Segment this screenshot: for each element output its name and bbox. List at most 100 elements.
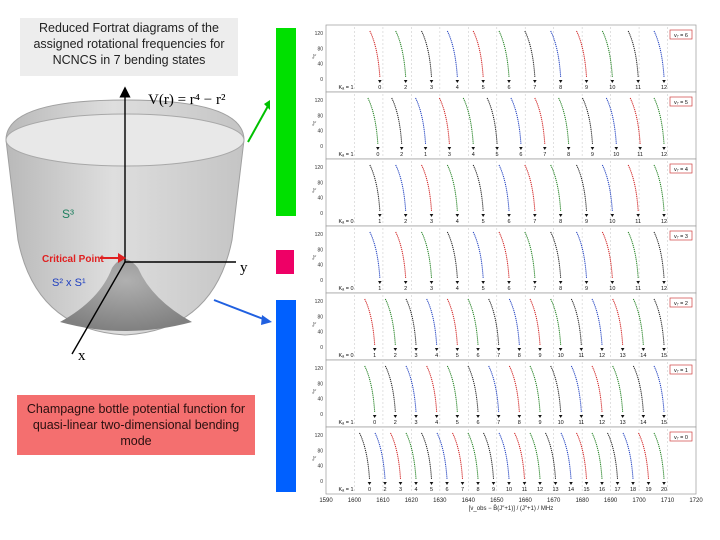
ka-series-line bbox=[446, 30, 458, 78]
ka-marker bbox=[610, 214, 615, 217]
ka-prefix-label: Kₐ = 0 bbox=[338, 219, 353, 225]
ka-marker bbox=[434, 348, 439, 351]
ka-series-line bbox=[560, 432, 572, 480]
ka-series-line bbox=[426, 365, 438, 413]
ka-marker bbox=[638, 147, 642, 150]
ka-marker bbox=[455, 80, 460, 83]
ka-label: 10 bbox=[609, 219, 615, 225]
green-pointer-arrow bbox=[247, 105, 269, 143]
ka-label: 3 bbox=[430, 85, 433, 91]
ka-marker bbox=[372, 348, 377, 351]
ka-series-line bbox=[462, 97, 474, 145]
ka-marker bbox=[662, 80, 666, 83]
ka-label: 3 bbox=[430, 286, 433, 292]
ka-series-line bbox=[653, 97, 665, 145]
ka-label: 10 bbox=[613, 152, 619, 158]
ka-marker bbox=[393, 348, 398, 351]
ka-label: 3 bbox=[399, 487, 402, 493]
y-tick-label: 0 bbox=[320, 345, 323, 351]
ka-label: 12 bbox=[661, 286, 667, 292]
ka-label: 16 bbox=[599, 487, 605, 493]
ka-label: 12 bbox=[661, 152, 667, 158]
ka-label: 11 bbox=[578, 420, 584, 426]
ka-series-line bbox=[364, 365, 376, 413]
ka-marker bbox=[383, 482, 387, 485]
ka-series-line bbox=[605, 97, 617, 145]
ka-label: 9 bbox=[538, 420, 541, 426]
ka-marker bbox=[542, 147, 547, 150]
j-axis-label: J″ bbox=[312, 457, 317, 463]
x-tick-label: 1720 bbox=[689, 498, 703, 504]
ka-series-line bbox=[627, 231, 639, 279]
ka-series-line bbox=[550, 298, 562, 346]
x-tick-label: 1630 bbox=[433, 498, 447, 504]
ka-label: 7 bbox=[543, 152, 546, 158]
state-legend-label: v₇ = 1 bbox=[674, 368, 688, 374]
ka-series-line bbox=[384, 298, 396, 346]
ka-series-line bbox=[426, 298, 438, 346]
ka-series-line bbox=[653, 432, 665, 480]
ka-marker bbox=[471, 147, 476, 150]
blue-state-bar bbox=[276, 300, 296, 492]
y-tick-label: 0 bbox=[320, 77, 323, 83]
ka-label: 2 bbox=[383, 487, 386, 493]
ka-label: 11 bbox=[635, 219, 641, 225]
ka-label: 12 bbox=[661, 219, 667, 225]
ka-marker bbox=[378, 80, 382, 83]
y-tick-label: 40 bbox=[317, 330, 323, 336]
ka-marker bbox=[403, 281, 408, 284]
ka-series-line bbox=[446, 164, 458, 212]
ka-marker bbox=[434, 415, 439, 418]
ka-series-line bbox=[510, 97, 522, 145]
fortrat-panel-frame bbox=[325, 225, 697, 294]
y-tick-label: 40 bbox=[317, 397, 323, 403]
y-tick-label: 80 bbox=[317, 180, 323, 186]
ka-marker bbox=[414, 415, 418, 418]
ka-series-line bbox=[529, 432, 541, 480]
ka-label: 8 bbox=[476, 487, 479, 493]
ka-label: 13 bbox=[552, 487, 558, 493]
state-legend-box bbox=[669, 364, 693, 375]
ka-marker bbox=[584, 80, 589, 83]
ka-series-line bbox=[653, 30, 665, 78]
ka-series-line bbox=[446, 298, 458, 346]
ka-series-line bbox=[498, 231, 510, 279]
ka-marker bbox=[662, 214, 666, 217]
y-tick-label: 0 bbox=[320, 479, 323, 485]
fortrat-panel-frame bbox=[325, 158, 697, 227]
ka-marker bbox=[429, 80, 434, 83]
ka-label: 3 bbox=[414, 420, 417, 426]
ka-label: 8 bbox=[518, 420, 521, 426]
ka-label: 1 bbox=[373, 353, 376, 359]
ka-marker bbox=[566, 147, 571, 150]
y-tick-label: 40 bbox=[317, 129, 323, 135]
ka-series-line bbox=[446, 231, 458, 279]
ka-label: 0 bbox=[376, 152, 379, 158]
ka-series-line bbox=[498, 30, 510, 78]
ka-label: 6 bbox=[445, 487, 448, 493]
ka-label: 7 bbox=[497, 353, 500, 359]
ka-label: 5 bbox=[496, 152, 499, 158]
j-axis-label: J″ bbox=[312, 390, 317, 396]
ka-label: 6 bbox=[476, 420, 479, 426]
ka-marker bbox=[403, 80, 408, 83]
ka-series-line bbox=[591, 365, 603, 413]
ka-label: 9 bbox=[585, 219, 588, 225]
y-tick-label: 0 bbox=[320, 278, 323, 284]
ka-marker bbox=[414, 348, 418, 351]
ka-label: 15 bbox=[661, 420, 667, 426]
ka-series-line bbox=[374, 432, 386, 480]
ka-marker bbox=[455, 281, 460, 284]
ka-label: 3 bbox=[430, 219, 433, 225]
ka-series-line bbox=[395, 164, 407, 212]
s3-label: S³ bbox=[62, 207, 74, 221]
ka-label: 14 bbox=[640, 420, 646, 426]
ka-series-line bbox=[421, 30, 432, 78]
ka-marker bbox=[600, 348, 604, 351]
x-tick-label: 1690 bbox=[604, 498, 618, 504]
ka-series-line bbox=[384, 365, 396, 413]
ka-series-line bbox=[467, 432, 479, 480]
ka-label: 10 bbox=[558, 420, 564, 426]
ka-marker bbox=[399, 147, 404, 150]
ka-series-line bbox=[653, 231, 665, 279]
